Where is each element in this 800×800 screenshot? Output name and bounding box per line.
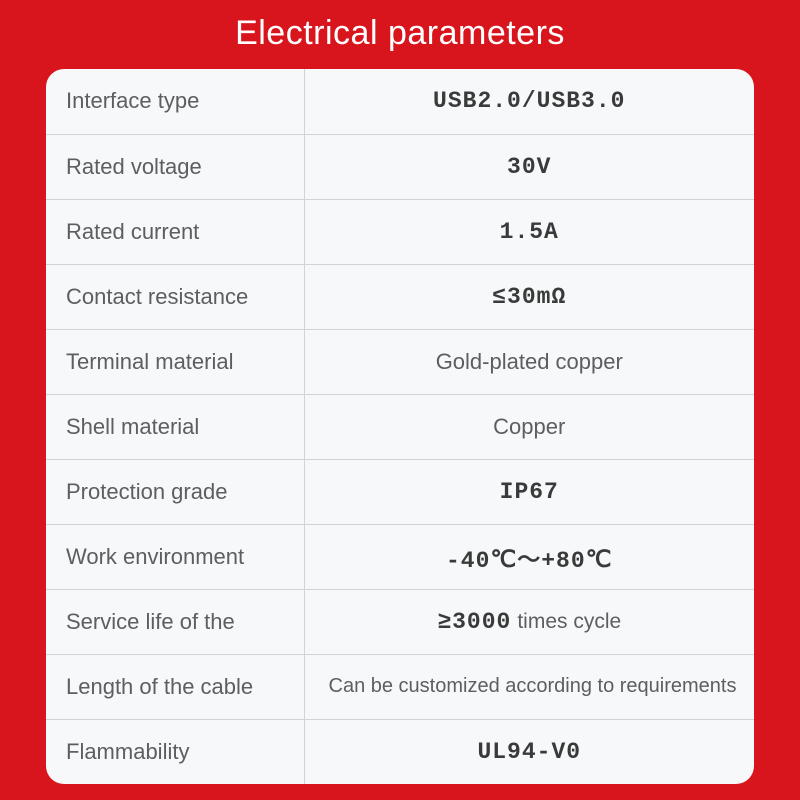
- spec-value: IP67: [304, 459, 754, 524]
- spec-value: ≥3000 times cycle: [304, 589, 754, 654]
- spec-label: Rated voltage: [46, 134, 304, 199]
- spec-value: Gold-plated copper: [304, 329, 754, 394]
- spec-value: Copper: [304, 394, 754, 459]
- spec-value: -40℃～+80℃: [304, 524, 754, 589]
- spec-value-suffix: times cycle: [517, 610, 621, 634]
- spec-label: Service life of the: [46, 589, 304, 654]
- spec-value: 30V: [304, 134, 754, 199]
- spec-label: Interface type: [46, 69, 304, 134]
- table-row: Flammability UL94-V0: [46, 719, 754, 784]
- spec-value: UL94-V0: [304, 719, 754, 784]
- spec-value: Can be customized according to requireme…: [304, 654, 754, 719]
- spec-label: Length of the cable: [46, 654, 304, 719]
- spec-label: Shell material: [46, 394, 304, 459]
- table-row: Terminal material Gold-plated copper: [46, 329, 754, 394]
- spec-value: ≤30mΩ: [304, 264, 754, 329]
- spec-table: Interface type USB2.0/USB3.0 Rated volta…: [46, 69, 754, 784]
- table-row: Length of the cable Can be customized ac…: [46, 654, 754, 719]
- spec-label: Work environment: [46, 524, 304, 589]
- table-row: Interface type USB2.0/USB3.0: [46, 69, 754, 134]
- spec-label: Flammability: [46, 719, 304, 784]
- spec-value: USB2.0/USB3.0: [304, 69, 754, 134]
- spec-label: Contact resistance: [46, 264, 304, 329]
- table-row: Rated voltage 30V: [46, 134, 754, 199]
- table-row: Rated current 1.5A: [46, 199, 754, 264]
- spec-value: 1.5A: [304, 199, 754, 264]
- table-row: Work environment -40℃～+80℃: [46, 524, 754, 589]
- page-title: Electrical parameters: [235, 0, 565, 69]
- spec-value-prefix: ≥3000: [437, 609, 511, 635]
- table-row: Protection grade IP67: [46, 459, 754, 524]
- table-row: Shell material Copper: [46, 394, 754, 459]
- spec-label: Protection grade: [46, 459, 304, 524]
- table-row: Contact resistance ≤30mΩ: [46, 264, 754, 329]
- spec-label: Rated current: [46, 199, 304, 264]
- table-row: Service life of the ≥3000 times cycle: [46, 589, 754, 654]
- spec-label: Terminal material: [46, 329, 304, 394]
- spec-card: Interface type USB2.0/USB3.0 Rated volta…: [46, 69, 754, 784]
